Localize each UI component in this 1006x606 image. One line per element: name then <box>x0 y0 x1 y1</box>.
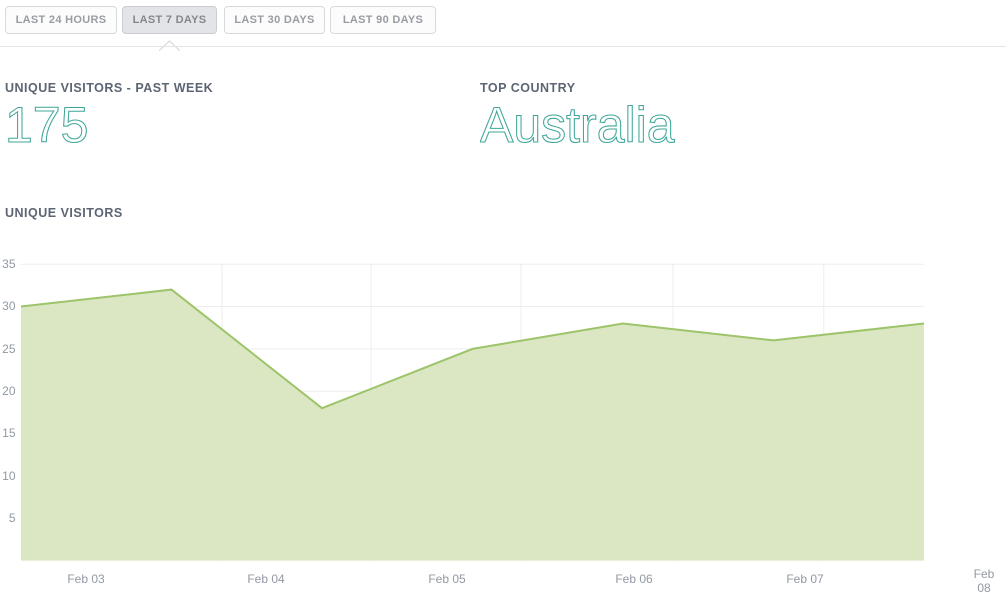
svg-text:Feb 03: Feb 03 <box>67 572 105 586</box>
svg-text:Feb 06: Feb 06 <box>615 572 653 586</box>
svg-text:30: 30 <box>2 299 16 313</box>
svg-text:10: 10 <box>2 469 16 483</box>
svg-text:Feb: Feb <box>974 567 995 581</box>
svg-text:25: 25 <box>2 342 16 356</box>
svg-text:5: 5 <box>9 511 16 525</box>
svg-text:08: 08 <box>977 581 991 595</box>
svg-text:Feb 05: Feb 05 <box>428 572 466 586</box>
svg-text:35: 35 <box>2 257 16 271</box>
svg-text:20: 20 <box>2 384 16 398</box>
svg-text:Feb 04: Feb 04 <box>247 572 285 586</box>
svg-text:15: 15 <box>2 426 16 440</box>
svg-text:Feb 07: Feb 07 <box>786 572 824 586</box>
